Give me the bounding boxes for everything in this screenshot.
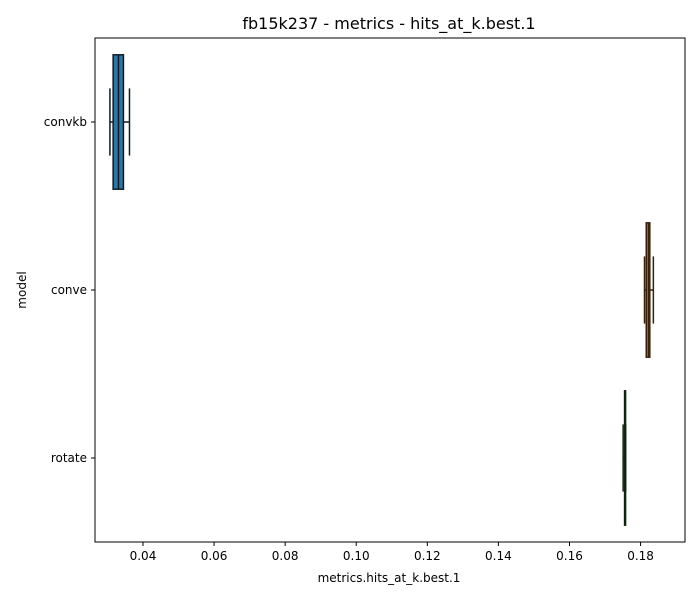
box-series (109, 54, 655, 526)
x-tick-label: 0.08 (272, 549, 299, 563)
chart-title: fb15k237 - metrics - hits_at_k.best.1 (242, 14, 535, 34)
box-convkb (109, 54, 131, 190)
x-tick-label: 0.12 (414, 549, 441, 563)
x-tick-label: 0.10 (343, 549, 370, 563)
x-tick-label: 0.04 (130, 549, 157, 563)
box-conve (643, 222, 655, 358)
x-tick-label: 0.06 (201, 549, 228, 563)
x-tick-label: 0.18 (627, 549, 654, 563)
y-tick-label-conve: conve (51, 283, 87, 297)
plot-frame (94, 37, 686, 543)
x-tick-label: 0.14 (485, 549, 512, 563)
y-tick-label-convkb: convkb (44, 115, 87, 129)
y-tick-label-rotate: rotate (51, 451, 87, 465)
y-axis-ticks: convkb conve rotate (44, 115, 95, 465)
y-axis-label: model (15, 271, 29, 308)
box-rotate (622, 390, 627, 526)
x-axis-ticks: 0.04 0.06 0.08 0.10 0.12 0.14 0.16 0.18 (130, 542, 654, 563)
x-tick-label: 0.16 (556, 549, 583, 563)
x-axis-label: metrics.hits_at_k.best.1 (318, 571, 461, 585)
